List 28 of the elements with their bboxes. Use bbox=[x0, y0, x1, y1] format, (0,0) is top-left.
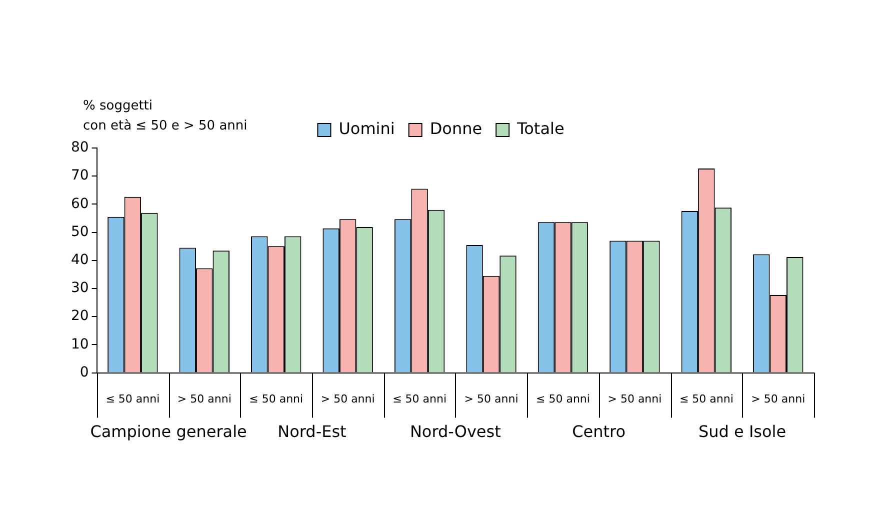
x-tick-label: > 50 anni bbox=[177, 392, 232, 406]
x-tick-label: ≤ 50 anni bbox=[249, 392, 304, 406]
y-tick-label: 10 bbox=[70, 336, 89, 352]
y-tick-label: 30 bbox=[70, 280, 89, 296]
y-tick-label: 20 bbox=[70, 308, 89, 324]
x-tick-label: > 50 anni bbox=[608, 392, 662, 406]
x-tick-label: > 50 anni bbox=[751, 392, 806, 406]
y-tick-label: 70 bbox=[70, 168, 89, 184]
legend-label: Totale bbox=[516, 119, 564, 138]
x-tick-label: ≤ 50 anni bbox=[536, 392, 590, 406]
x-tick-label: ≤ 50 anni bbox=[106, 392, 160, 406]
y-tick-label: 50 bbox=[70, 224, 89, 240]
y-tick-label: 60 bbox=[70, 196, 89, 212]
x-tick-label: ≤ 50 anni bbox=[392, 392, 447, 406]
text: Centro bbox=[572, 422, 626, 441]
x-tick-label: > 50 anni bbox=[464, 392, 518, 406]
y-axis-title: % soggetti con età ≤ 50 e > 50 anni bbox=[83, 98, 248, 134]
legend-label: Uomini bbox=[338, 119, 395, 138]
y-tick-label: 0 bbox=[80, 364, 89, 380]
text: Nord-Est bbox=[278, 422, 346, 441]
y-tick-label: 40 bbox=[70, 252, 89, 268]
y-tick-label: 80 bbox=[70, 140, 89, 156]
legend-label: Donne bbox=[430, 119, 482, 138]
x-tick-label: > 50 anni bbox=[320, 392, 375, 406]
text: Campione generale bbox=[90, 422, 247, 441]
text: Nord-Ovest bbox=[410, 422, 501, 441]
x-tick-label: ≤ 50 anni bbox=[679, 392, 734, 406]
text: Sud e Isole bbox=[698, 422, 786, 441]
